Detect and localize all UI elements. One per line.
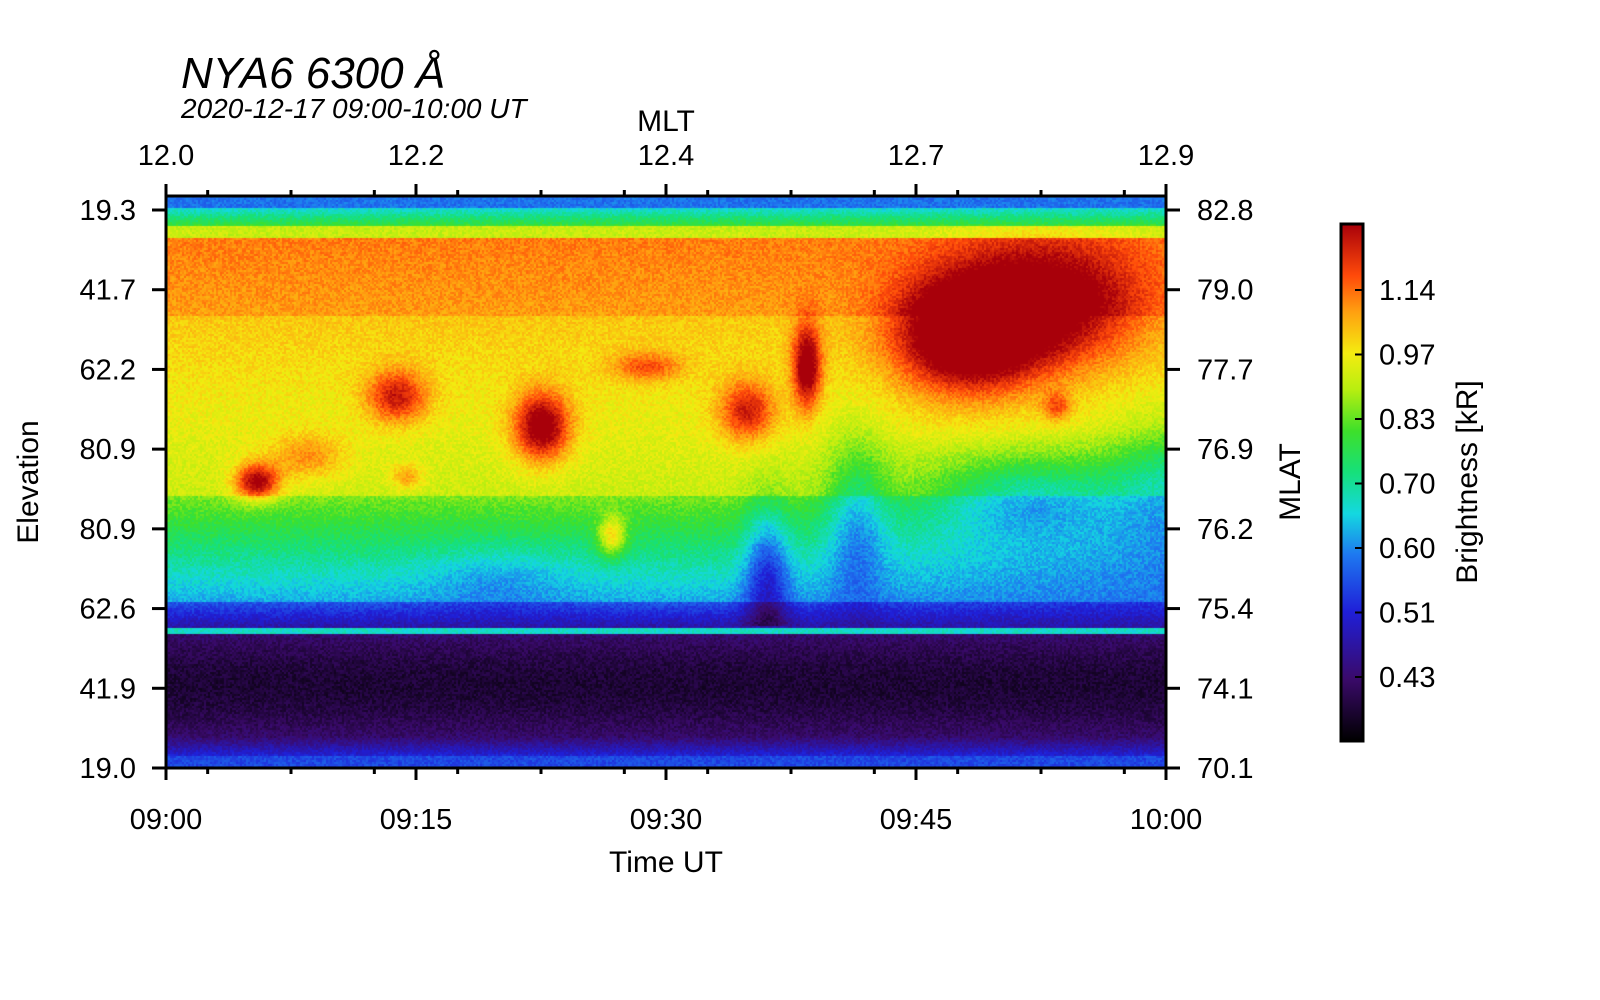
heatmap-area — [166, 196, 1166, 768]
right-tick-label: 79.0 — [1197, 275, 1253, 307]
right-tick-label: 82.8 — [1197, 195, 1253, 227]
colorbar-tick-label: 1.14 — [1379, 275, 1435, 307]
top-tick-label: 12.0 — [138, 140, 194, 172]
colorbar-tick-label: 0.60 — [1379, 533, 1435, 565]
colorbar-tick-label: 0.70 — [1379, 469, 1435, 501]
y-tick-label: 80.9 — [80, 514, 136, 546]
y-tick-label: 41.7 — [80, 275, 136, 307]
y-tick-label: 62.2 — [80, 354, 136, 386]
x-tick-label: 10:00 — [1130, 804, 1203, 836]
right-tick-label: 75.4 — [1197, 594, 1253, 626]
x-tick-label: 09:00 — [130, 804, 203, 836]
y-axis-label: Elevation — [12, 420, 45, 543]
colorbar-tick-label: 0.97 — [1379, 340, 1435, 372]
x-tick-label: 09:45 — [880, 804, 953, 836]
right-tick-label: 76.9 — [1197, 434, 1253, 466]
right-tick-label: 70.1 — [1197, 753, 1253, 785]
right-tick-label: 77.7 — [1197, 354, 1253, 386]
top-tick-label: 12.4 — [638, 140, 694, 172]
top-tick-label: 12.7 — [888, 140, 944, 172]
y-tick-label: 19.3 — [80, 195, 136, 227]
right-tick-label: 74.1 — [1197, 673, 1253, 705]
chart-title: NYA6 6300 Å — [181, 49, 445, 98]
colorbar-tick-label: 0.51 — [1379, 598, 1435, 630]
colorbar-label: Brightness [kR] — [1451, 380, 1484, 583]
x-axis-label: Time UT — [609, 846, 723, 879]
y-tick-label: 62.6 — [80, 594, 136, 626]
top-tick-label: 12.9 — [1138, 140, 1194, 172]
x-tick-label: 09:15 — [380, 804, 453, 836]
x-tick-label: 09:30 — [630, 804, 703, 836]
top-axis-label: MLT — [637, 105, 695, 138]
y-tick-label: 19.0 — [80, 753, 136, 785]
chart-subtitle: 2020-12-17 09:00-10:00 UT — [180, 93, 528, 124]
colorbar-tick-label: 0.43 — [1379, 662, 1435, 694]
right-axis-label: MLAT — [1274, 443, 1307, 521]
colorbar-tick-label: 0.83 — [1379, 404, 1435, 436]
top-tick-label: 12.2 — [388, 140, 444, 172]
y-tick-label: 41.9 — [80, 673, 136, 705]
y-tick-label: 80.9 — [80, 434, 136, 466]
right-tick-label: 76.2 — [1197, 514, 1253, 546]
